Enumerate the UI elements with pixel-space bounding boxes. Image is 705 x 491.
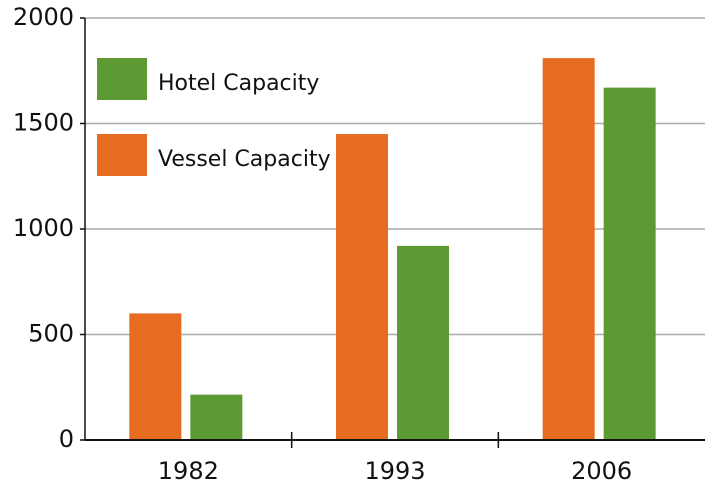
bar [603,87,656,440]
bar [190,394,243,440]
x-tick-label: 2006 [571,457,632,485]
bar [336,134,388,441]
y-tick-label: 2000 [13,3,74,31]
legend-label: Vessel Capacity [158,147,331,172]
bar [129,313,182,440]
legend-swatch [97,134,147,176]
y-tick-label: 1500 [13,109,74,137]
bar [397,245,449,440]
y-tick-label: 500 [28,320,74,348]
bar [542,58,595,441]
x-tick-label: 1993 [364,457,425,485]
y-tick-label: 1000 [13,214,74,242]
legend-swatch [97,58,147,100]
x-tick-label: 1982 [158,457,219,485]
legend-label: Hotel Capacity [158,71,319,96]
y-tick-label: 0 [59,425,74,453]
